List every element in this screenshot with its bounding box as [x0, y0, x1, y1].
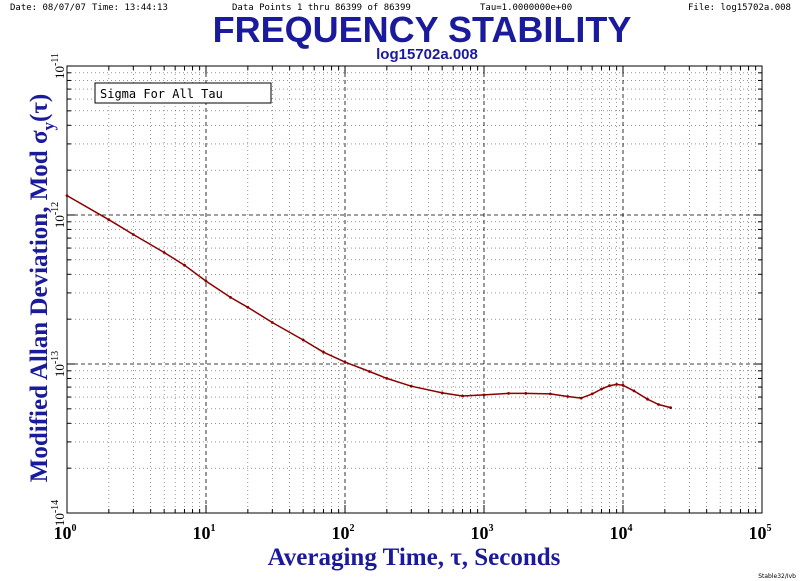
data-point: [409, 384, 413, 388]
data-point: [669, 406, 672, 409]
legend-label: Sigma For All Tau: [100, 87, 223, 101]
x-tick-label: 101: [193, 523, 216, 543]
y-tick-label: 10-14: [50, 500, 67, 526]
data-point: [301, 338, 305, 342]
data-point: [566, 395, 570, 398]
data-point: [246, 305, 250, 309]
chart-title: FREQUENCY STABILITY: [213, 9, 632, 50]
data-point: [632, 389, 636, 393]
y-tick-label: 10-13: [50, 351, 67, 377]
header-tau: Tau=1.0000000e+00: [480, 3, 572, 13]
data-point: [385, 377, 389, 380]
data-point: [65, 194, 69, 198]
data-point: [461, 394, 464, 398]
legend-box: [94, 82, 272, 104]
data-point: [229, 296, 232, 299]
plot-frame: [66, 65, 763, 514]
data-point: [646, 397, 649, 401]
data-point: [579, 396, 583, 400]
legend: Sigma For All Tau: [94, 82, 272, 104]
data-point: [440, 391, 444, 395]
data-point: [162, 251, 166, 254]
y-tick-label: 10-11: [50, 53, 67, 79]
data-point: [270, 321, 274, 324]
data-point: [482, 393, 486, 397]
tick-marks: [66, 66, 762, 514]
header-time: Time: 13:44:13: [92, 3, 168, 13]
x-tick-label: 100: [54, 523, 77, 543]
data-point: [524, 392, 528, 395]
y-axis-title-sub: y: [39, 121, 58, 130]
y-tick-label: 10-12: [50, 202, 67, 228]
y-axis-title-main: Modified Allan Deviation, Mod σ: [26, 130, 53, 482]
data-point: [107, 218, 111, 222]
x-axis-title: Averaging Time, τ, Seconds: [268, 544, 561, 571]
y-axis-title-tail: (τ): [26, 94, 53, 122]
data-point: [548, 392, 552, 396]
data-point: [657, 403, 660, 406]
data-point: [322, 350, 325, 354]
data-point: [204, 279, 208, 283]
x-tick-label: 102: [332, 523, 355, 543]
data-point: [608, 384, 611, 388]
x-tick-label: 103: [471, 523, 494, 543]
data-point: [183, 263, 186, 267]
series-layer: [65, 194, 672, 409]
data-point: [590, 392, 594, 396]
major-grid: [67, 66, 762, 513]
data-point: [621, 383, 625, 387]
x-tick-label: 104: [610, 523, 633, 543]
x-tick-labels: 100 101 102 103 104 105: [54, 523, 772, 543]
data-point: [131, 233, 135, 236]
footer-signature: Stable32/Ivb: [758, 573, 796, 580]
y-axis-title: Modified Allan Deviation, Mod σy(τ): [26, 94, 58, 483]
data-point: [507, 392, 510, 395]
series-line: [66, 194, 671, 409]
data-point: [368, 370, 371, 373]
y-tick-labels: 10-11 10-12 10-13 10-14: [50, 53, 67, 526]
header-data-points: Data Points 1 thru 86399 of 86399: [232, 3, 411, 13]
x-tick-label: 105: [749, 523, 772, 543]
header-file: File: log15702a.008: [688, 3, 791, 13]
data-point: [343, 360, 347, 364]
minor-grid: [67, 66, 762, 513]
chart-subtitle: log15702a.008: [376, 46, 478, 63]
header-date: Date: 08/07/07: [10, 3, 86, 13]
data-point: [615, 383, 618, 386]
data-point: [600, 387, 603, 391]
